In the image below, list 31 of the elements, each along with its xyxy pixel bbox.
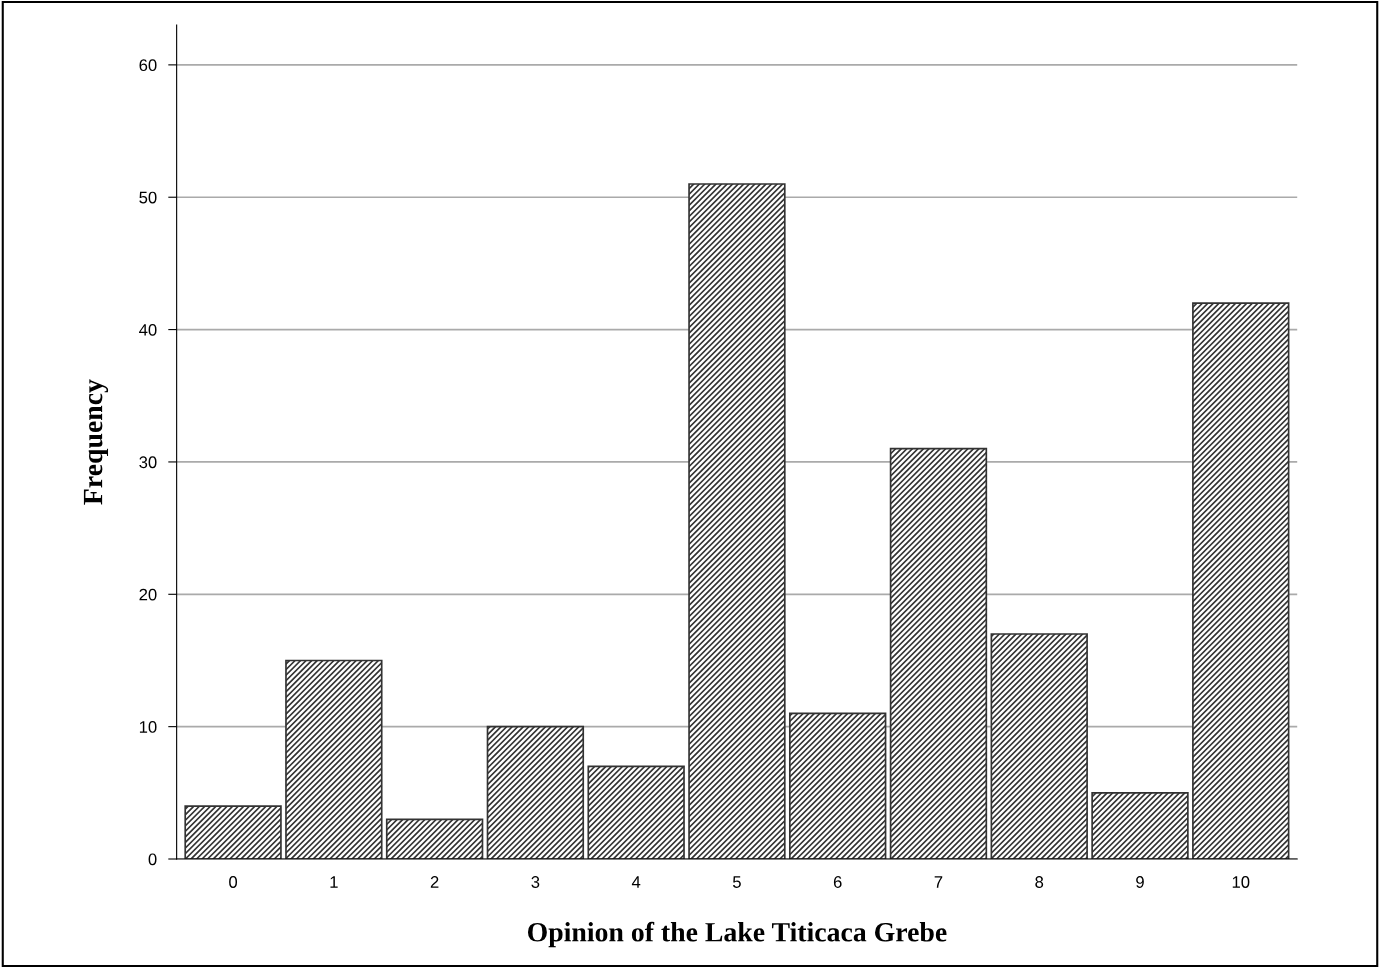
bar — [990, 633, 1088, 859]
bar — [486, 725, 585, 859]
bar — [889, 447, 988, 859]
x-tick-label: 1 — [330, 876, 338, 888]
x-tick-label: 3 — [531, 876, 540, 888]
x-tick-label: 9 — [1136, 876, 1144, 888]
bar — [1192, 302, 1290, 859]
y-tick-label: 0 — [148, 853, 157, 866]
y-tick-label: 40 — [139, 323, 157, 336]
y-tick-label: 30 — [139, 456, 157, 469]
bar — [385, 818, 484, 859]
x-tick-label: 10 — [1232, 876, 1250, 888]
bar — [1091, 791, 1189, 859]
y-tick-label: 20 — [139, 588, 157, 601]
y-tick-label: 60 — [139, 59, 157, 72]
x-tick-label: 4 — [631, 876, 641, 888]
bar — [285, 659, 383, 859]
x-tick-label: 6 — [833, 876, 842, 888]
y-tick-label: 50 — [139, 191, 157, 204]
x-tick-label: 8 — [1035, 876, 1044, 888]
bar — [688, 183, 786, 859]
x-tick-label: 7 — [934, 876, 943, 888]
y-axis-title: Frequency — [83, 379, 109, 505]
bar — [788, 712, 887, 859]
x-tick-label: 5 — [732, 876, 741, 888]
x-tick-label: 0 — [229, 876, 238, 888]
bar — [587, 765, 685, 859]
y-tick-label: 10 — [139, 721, 157, 733]
x-axis-title: Opinion of the Lake Titicaca Grebe — [527, 921, 947, 948]
x-tick-label: 2 — [430, 876, 439, 888]
bar — [184, 805, 282, 859]
